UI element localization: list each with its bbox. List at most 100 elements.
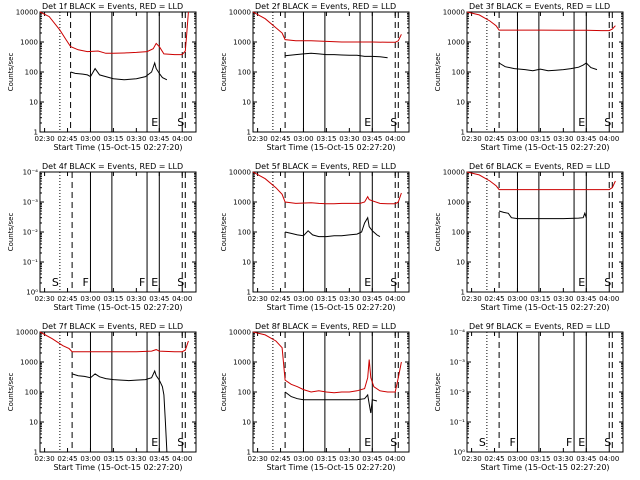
- marker-label: S: [52, 276, 59, 289]
- x-tick-label: 02:45: [57, 135, 77, 143]
- x-tick-label: 04:00: [385, 135, 405, 143]
- y-tick-label: 10: [29, 419, 38, 427]
- y-axis-label: Counts/sec: [220, 53, 228, 92]
- panel-title: Det 5f BLACK = Events, RED = LLD: [255, 162, 396, 171]
- series-events: [285, 52, 388, 59]
- x-tick-label: 03:00: [507, 295, 527, 303]
- y-tick-label: 10⁰: [453, 449, 465, 457]
- marker-label: S: [390, 436, 397, 449]
- y-tick-label: 1: [247, 289, 251, 297]
- marker-label: E: [364, 436, 371, 449]
- marker-label: S: [177, 436, 184, 449]
- x-tick-label: 04:00: [172, 295, 192, 303]
- panel-title: Det 9f BLACK = Events, RED = LLD: [469, 322, 610, 331]
- marker-label: E: [151, 436, 158, 449]
- marker-label: F: [509, 436, 515, 449]
- marker-label: S: [604, 116, 611, 129]
- series-lld: [252, 171, 402, 205]
- x-tick-label: 03:45: [576, 295, 596, 303]
- x-tick-label: 03:45: [576, 455, 596, 463]
- y-tick-label: 1: [34, 129, 38, 137]
- y-tick-label: 1000: [20, 39, 38, 47]
- x-tick-label: 02:30: [461, 135, 481, 143]
- y-tick-label: 1: [247, 449, 251, 457]
- y-tick-label: 1: [461, 129, 465, 137]
- x-tick-label: 03:15: [103, 295, 123, 303]
- x-tick-label: 03:45: [362, 455, 382, 463]
- panel-title: Det 8f BLACK = Events, RED = LLD: [255, 322, 396, 331]
- y-tick-label: 100: [25, 69, 38, 77]
- x-tick-label: 04:00: [172, 135, 192, 143]
- y-tick-label: 10⁻²: [450, 389, 466, 397]
- plot-frame: [39, 171, 197, 293]
- x-tick-label: 03:30: [126, 295, 146, 303]
- marker-label: E: [578, 436, 585, 449]
- x-tick-label: 03:30: [126, 455, 146, 463]
- x-tick-label: 03:45: [149, 455, 169, 463]
- x-tick-label: 02:30: [247, 135, 267, 143]
- marker-label: E: [578, 276, 585, 289]
- series-lld: [252, 331, 402, 394]
- plot-frame: [252, 171, 410, 293]
- x-tick-label: 03:15: [103, 455, 123, 463]
- x-tick-label: 02:45: [270, 295, 290, 303]
- y-tick-label: 10000: [229, 329, 251, 337]
- y-axis-label: Counts/sec: [434, 53, 442, 92]
- series-events: [71, 369, 168, 453]
- series-events: [498, 62, 598, 72]
- x-tick-label: 03:30: [553, 455, 573, 463]
- series-lld: [39, 11, 189, 56]
- x-axis-label: Start Time (15-Oct-15 02:27:20): [53, 143, 182, 152]
- x-tick-label: 03:00: [80, 135, 100, 143]
- series-events: [70, 61, 168, 81]
- y-tick-label: 1000: [447, 39, 465, 47]
- panel-8: Det 8f BLACK = Events, RED = LLD 1 10 100 10…: [220, 322, 410, 472]
- x-tick-label: 03:00: [293, 135, 313, 143]
- x-tick-label: 03:00: [293, 295, 313, 303]
- y-tick-label: 10⁻³: [450, 359, 466, 367]
- x-tick-label: 03:45: [362, 135, 382, 143]
- x-tick-label: 03:15: [316, 295, 336, 303]
- panel-2: Det 2f BLACK = Events, RED = LLD 1 10 100 10…: [220, 2, 410, 152]
- x-tick-label: 03:30: [339, 295, 359, 303]
- y-axis-label: Counts/sec: [220, 213, 228, 252]
- plot-frame: [39, 11, 197, 133]
- x-tick-label: 03:45: [149, 295, 169, 303]
- x-tick-label: 03:00: [507, 135, 527, 143]
- y-tick-label: 10: [242, 419, 251, 427]
- series-events: [284, 216, 381, 238]
- panel-5: Det 5f BLACK = Events, RED = LLD 1 10 100 10…: [220, 162, 410, 312]
- y-tick-label: 1: [34, 449, 38, 457]
- y-tick-label: 10000: [443, 169, 465, 177]
- y-tick-label: 10⁻⁴: [450, 329, 466, 337]
- marker-label: F: [82, 276, 88, 289]
- y-tick-label: 1000: [233, 359, 251, 367]
- x-tick-label: 02:45: [484, 455, 504, 463]
- marker-label: E: [364, 276, 371, 289]
- x-tick-label: 02:30: [34, 455, 54, 463]
- panel-title: Det 3f BLACK = Events, RED = LLD: [469, 2, 610, 11]
- x-axis-label: Start Time (15-Oct-15 02:27:20): [480, 303, 609, 312]
- y-tick-label: 10⁻²: [23, 229, 39, 237]
- x-tick-label: 02:30: [34, 295, 54, 303]
- x-tick-label: 04:00: [599, 295, 619, 303]
- marker-label: S: [177, 276, 184, 289]
- x-tick-label: 03:15: [103, 135, 123, 143]
- plot-frame: [466, 331, 624, 453]
- y-tick-label: 10000: [16, 329, 38, 337]
- panel-3: Det 3f BLACK = Events, RED = LLD 1 10 100 10…: [434, 2, 624, 152]
- y-tick-label: 10000: [16, 9, 38, 17]
- plot-frame: [252, 11, 410, 133]
- x-axis-label: Start Time (15-Oct-15 02:27:20): [266, 303, 395, 312]
- x-tick-label: 02:45: [484, 135, 504, 143]
- y-axis-label: Counts/sec: [434, 213, 442, 252]
- x-tick-label: 02:45: [57, 455, 77, 463]
- y-tick-label: 10⁻⁴: [23, 169, 39, 177]
- x-tick-label: 03:15: [530, 455, 550, 463]
- y-tick-label: 10000: [229, 169, 251, 177]
- y-axis-label: Counts/sec: [7, 213, 15, 252]
- x-tick-label: 03:15: [530, 295, 550, 303]
- series-lld: [466, 11, 616, 32]
- x-tick-label: 03:45: [576, 135, 596, 143]
- y-tick-label: 1000: [233, 39, 251, 47]
